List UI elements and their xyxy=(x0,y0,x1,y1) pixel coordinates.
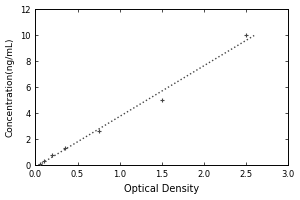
Y-axis label: Concentration(ng/mL): Concentration(ng/mL) xyxy=(6,37,15,137)
X-axis label: Optical Density: Optical Density xyxy=(124,184,199,194)
